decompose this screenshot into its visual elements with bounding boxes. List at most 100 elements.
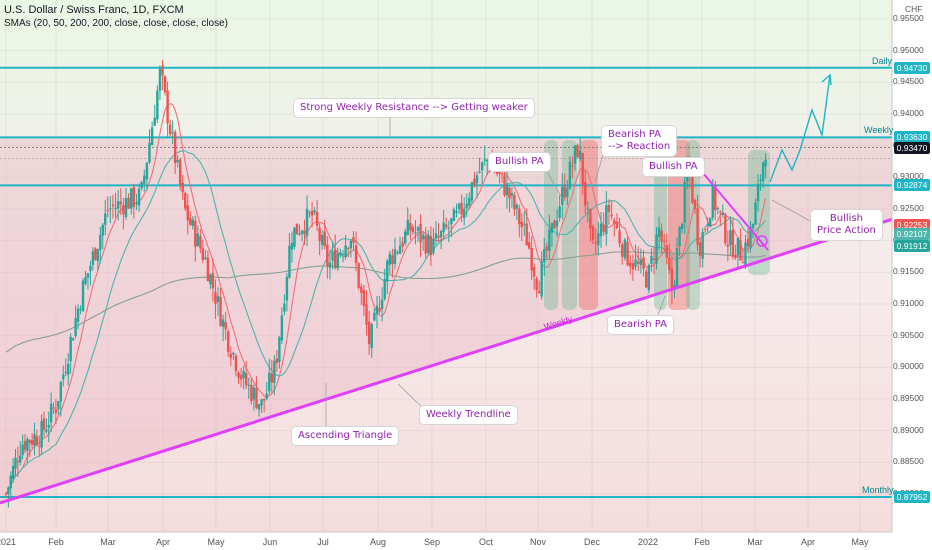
candle-body xyxy=(76,308,80,322)
chart-symbol-title: U.S. Dollar / Swiss Franc, 1D, FXCM xyxy=(4,4,184,16)
candle-body xyxy=(106,210,109,212)
candle-body xyxy=(675,248,679,288)
candle-body xyxy=(698,242,702,256)
candle-body xyxy=(339,252,342,256)
candle-body xyxy=(104,213,107,225)
candle-body xyxy=(16,460,20,463)
candle-body xyxy=(64,372,67,374)
candle-body xyxy=(352,237,355,243)
candle-body xyxy=(421,234,425,240)
x-tick-label: Dec xyxy=(583,537,601,547)
descending-trendline xyxy=(691,159,769,251)
candle-body xyxy=(367,321,371,345)
candle-body xyxy=(119,201,122,205)
candle-body xyxy=(19,455,22,463)
candles xyxy=(4,59,767,508)
candle-body xyxy=(373,312,376,321)
candle-body xyxy=(244,372,248,386)
candle-body xyxy=(709,217,712,227)
candle-body xyxy=(308,212,311,214)
candle-body xyxy=(196,233,200,247)
candle-body xyxy=(388,253,392,265)
candle-body xyxy=(711,184,714,218)
candle-body xyxy=(116,201,120,209)
candle-body xyxy=(265,393,268,399)
candle-body xyxy=(328,262,332,268)
candle-body xyxy=(94,248,97,260)
candle-body xyxy=(746,239,750,247)
candle-body xyxy=(670,268,674,291)
candle-body xyxy=(403,231,407,244)
candle-body xyxy=(561,186,564,205)
candle-body xyxy=(761,162,765,182)
candle-body xyxy=(132,187,136,208)
candle-body xyxy=(214,292,217,305)
candle-body xyxy=(555,220,559,227)
candle-body xyxy=(49,403,53,423)
candle-body xyxy=(171,132,174,134)
candle-body xyxy=(375,305,379,315)
candle-body xyxy=(645,271,648,288)
candle-body xyxy=(211,273,215,289)
candle-body xyxy=(206,257,210,282)
candle-body xyxy=(660,230,663,242)
candle-body xyxy=(437,235,440,238)
candle-body xyxy=(434,233,438,239)
candle-body xyxy=(563,185,566,198)
candle-body xyxy=(114,207,117,210)
candle-body xyxy=(475,175,479,184)
candle-body xyxy=(101,224,104,236)
candle-body xyxy=(320,235,324,245)
candle-body xyxy=(525,223,528,246)
candle-body xyxy=(209,274,212,285)
candle-body xyxy=(86,272,90,278)
x-tick-label: Aug xyxy=(369,537,387,547)
candle-body xyxy=(323,231,326,247)
candle-body xyxy=(300,230,304,235)
candle-body xyxy=(130,188,133,209)
price-tag: 0.92253 xyxy=(894,218,930,231)
candle-body xyxy=(691,172,694,203)
candle-body xyxy=(445,224,448,228)
y-tick-label: 0.89000 xyxy=(893,424,924,435)
candle-body xyxy=(503,175,506,196)
candle-body xyxy=(178,159,182,185)
candle-body xyxy=(232,352,235,355)
candle-body xyxy=(647,265,651,291)
candle-body xyxy=(668,257,671,270)
candle-body xyxy=(285,276,289,301)
candle-body xyxy=(33,434,36,446)
candle-body xyxy=(568,161,572,189)
x-tick-label: Nov xyxy=(529,537,547,547)
breakout-circle xyxy=(756,235,768,247)
candle-body xyxy=(621,244,624,257)
candle-body xyxy=(234,355,238,372)
candle-body xyxy=(201,248,205,261)
candle-body xyxy=(703,228,707,230)
candle-body xyxy=(186,205,189,221)
candle-body xyxy=(406,219,409,235)
candle-body xyxy=(637,261,640,264)
candle-body xyxy=(683,181,686,223)
candle-body xyxy=(591,226,595,241)
candle-body xyxy=(26,439,29,452)
pa-zone xyxy=(562,140,577,310)
y-tick-label: 0.94000 xyxy=(893,108,924,118)
candle-body xyxy=(14,457,17,469)
candle-body xyxy=(543,249,546,263)
candle-body xyxy=(38,445,41,447)
candle-body xyxy=(462,208,466,218)
x-tick-label: Jun xyxy=(262,537,278,547)
candle-body xyxy=(318,227,321,242)
candle-body xyxy=(701,231,704,259)
candle-body xyxy=(741,262,745,264)
candle-body xyxy=(181,182,184,193)
y-tick-label: 0.91500 xyxy=(893,266,924,277)
candle-body xyxy=(414,232,417,234)
candle-body xyxy=(54,409,58,413)
candle-body xyxy=(283,303,286,312)
candle-body xyxy=(749,226,752,248)
currency-label: CHF xyxy=(905,4,923,14)
candle-body xyxy=(45,429,48,432)
candle-body xyxy=(280,315,284,341)
